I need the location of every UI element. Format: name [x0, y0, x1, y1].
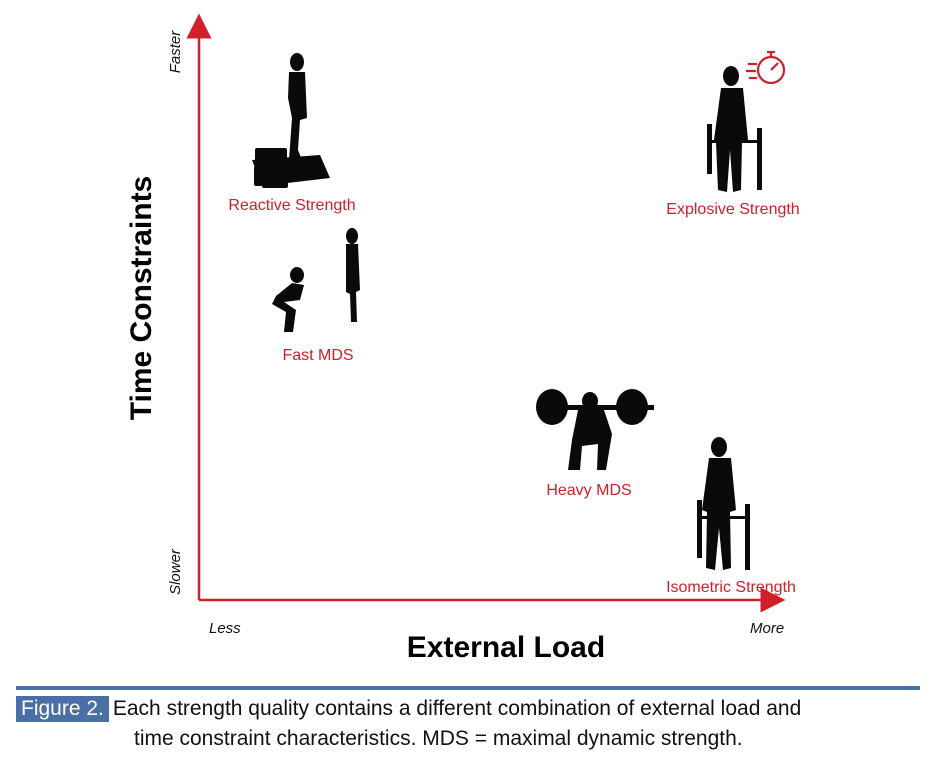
- heavy-mds-label: Heavy MDS: [546, 482, 631, 499]
- caption-rule: [16, 686, 920, 690]
- caption-text-line-1: Each strength quality contains a differe…: [112, 697, 802, 720]
- isometric-strength-athlete-figure: [697, 437, 750, 570]
- reactive-strength-athlete-figure: [252, 53, 330, 188]
- stopwatch-icon: [746, 50, 786, 85]
- figure-caption: Figure 2. Each strength quality contains …: [16, 686, 920, 754]
- y-axis-bottom-label: Slower: [167, 548, 184, 595]
- x-axis-title: External Load: [407, 631, 605, 664]
- figure-label: Figure 2.: [16, 696, 109, 722]
- caption-body: Figure 2. Each strength quality contains …: [16, 694, 920, 754]
- y-axis-top-label: Faster: [167, 30, 184, 74]
- strength-quadrant-diagram: Faster Slower Less More Time Constraints…: [125, 13, 800, 664]
- caption-line-1: Figure 2. Each strength quality contains …: [16, 694, 920, 724]
- reactive-strength-label: Reactive Strength: [228, 197, 355, 214]
- explosive-strength-athlete-figure: [707, 66, 762, 192]
- heavy-mds-athlete-figure: [536, 389, 654, 470]
- fast-mds-label: Fast MDS: [282, 347, 353, 364]
- fast-mds-athlete-figures: [272, 228, 360, 332]
- isometric-strength-label: Isometric Strength: [666, 579, 796, 596]
- x-axis-right-label: More: [750, 620, 784, 637]
- y-axis-title: Time Constraints: [125, 176, 158, 421]
- caption-text-line-2: time constraint characteristics. MDS = m…: [134, 727, 743, 750]
- x-axis-left-label: Less: [209, 620, 241, 637]
- caption-line-2: time constraint characteristics. MDS = m…: [16, 724, 920, 754]
- explosive-strength-label: Explosive Strength: [666, 201, 799, 218]
